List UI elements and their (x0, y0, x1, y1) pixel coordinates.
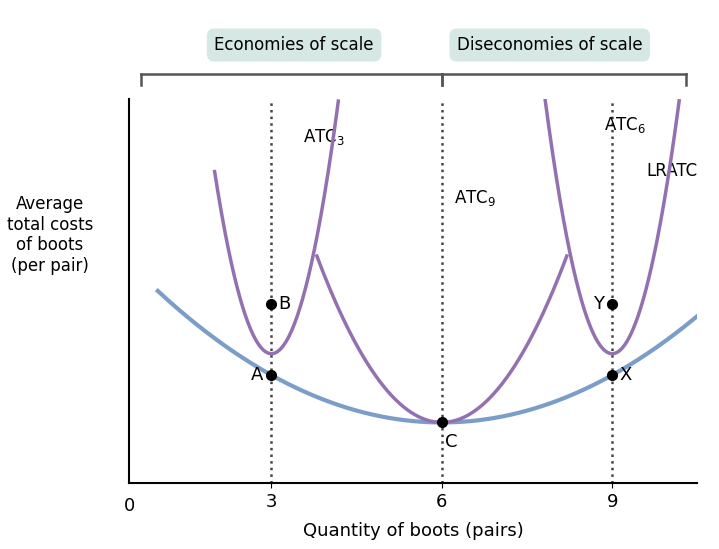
Text: B: B (278, 295, 290, 313)
Point (128, 437, 137, 444)
Point (98, 438, 106, 445)
Text: Y: Y (592, 295, 604, 313)
Point (128, 437, 137, 444)
Point (98, 437, 106, 444)
Text: Economies of scale: Economies of scale (214, 36, 374, 54)
Text: ATC$_3$: ATC$_3$ (303, 127, 344, 147)
Point (128, 437, 137, 444)
X-axis label: Quantity of boots (pairs): Quantity of boots (pairs) (303, 522, 524, 540)
Point (152, 438, 161, 445)
Text: ATC$_9$: ATC$_9$ (454, 188, 496, 208)
Text: ATC$_6$: ATC$_6$ (604, 115, 646, 135)
Y-axis label: Average
total costs
of boots
(per pair): Average total costs of boots (per pair) (6, 195, 93, 275)
Point (98, 437, 106, 444)
Text: X: X (619, 366, 631, 384)
Text: LRATC: LRATC (646, 162, 697, 180)
Text: C: C (444, 433, 457, 451)
Text: A: A (250, 366, 263, 384)
Point (128, 438, 137, 445)
Text: Diseconomies of scale: Diseconomies of scale (457, 36, 643, 54)
Point (128, 438, 137, 445)
Point (152, 437, 161, 444)
Text: 0: 0 (124, 497, 135, 516)
Point (152, 437, 161, 444)
Point (128, 437, 137, 444)
